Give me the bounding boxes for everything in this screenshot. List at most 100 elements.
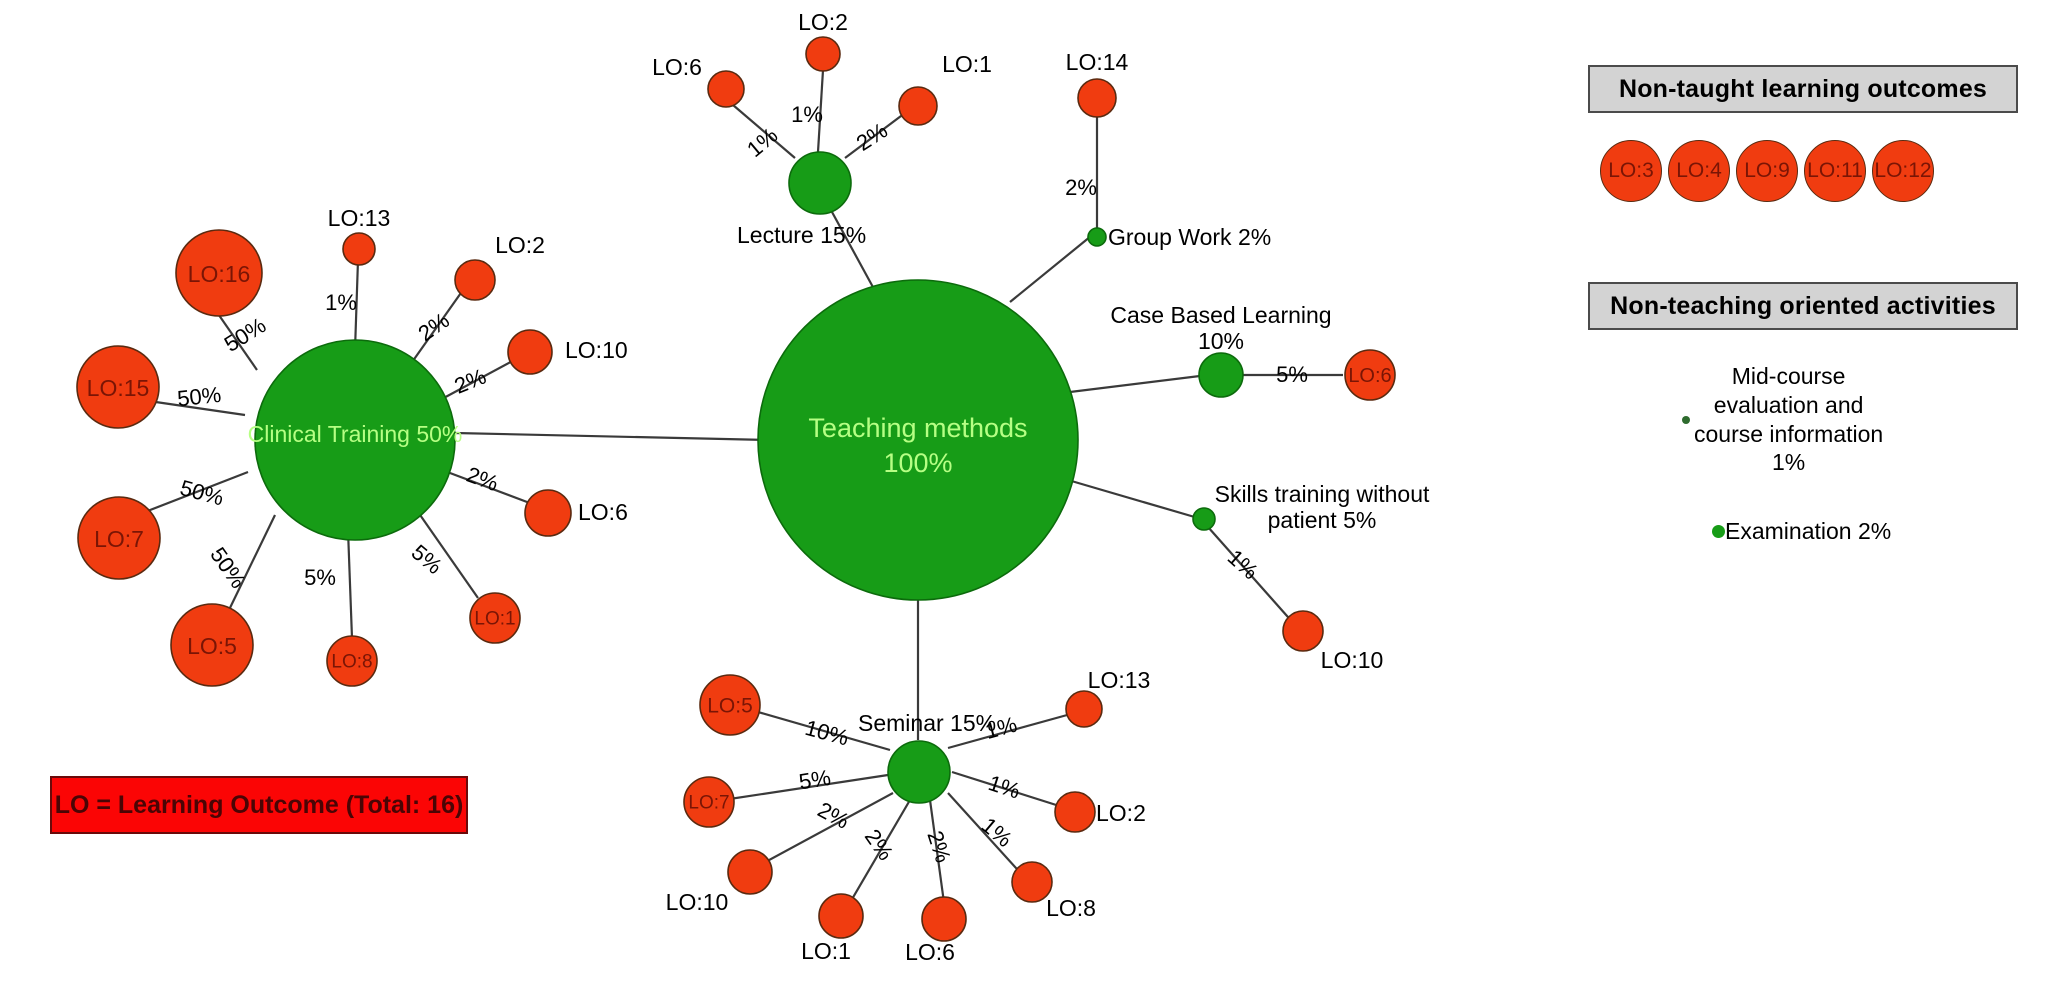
lo6-circle[interactable] [524, 489, 572, 537]
lo-node-seminar-lo2[interactable]: LO:2 [1054, 791, 1146, 833]
lo-node-groupwork-lo14[interactable]: LO:14 [1066, 49, 1129, 118]
lo-node-seminar-lo1[interactable]: LO:1 [801, 893, 864, 964]
edge-lecture-lo1 [844, 112, 906, 159]
edge-skills-lo10 [1207, 526, 1296, 626]
edge-clinical-lo2 [409, 289, 464, 366]
weight-lecture-lo1: 2% [852, 118, 892, 156]
edge-seminar-lo2 [951, 770, 1073, 812]
node-case-based-learning[interactable]: Case Based Learning 10% [1110, 302, 1332, 398]
edge-seminar-lo1 [847, 799, 911, 907]
node-lecture[interactable]: Lecture 15% [737, 151, 866, 248]
lo-node-casebased-lo6[interactable]: LO:6 [1344, 349, 1396, 401]
non-taught-lo-chip-4[interactable]: LO:11 [1804, 140, 1866, 202]
groupwork-lo-nodes: LO:14 2% [1065, 49, 1128, 200]
non-taught-lo-chip-3[interactable]: LO:9 [1736, 140, 1798, 202]
non-taught-lo-chip-1[interactable]: LO:3 [1600, 140, 1662, 202]
edge-seminar-lo10 [757, 792, 894, 867]
edge-lecture-lo2 [816, 69, 825, 153]
skills-lo10-circle[interactable] [1282, 610, 1324, 652]
seminar-lo1-label: LO:1 [801, 938, 851, 964]
edge-seminar-lo7 [722, 773, 889, 802]
edge-root-skills [1067, 478, 1199, 520]
lo-node-clinical-lo6[interactable]: LO:6 [524, 489, 628, 537]
node-seminar[interactable]: Seminar 15% [858, 710, 996, 804]
lo10-circle[interactable] [507, 329, 553, 375]
lecture-lo6-circle[interactable] [707, 70, 745, 108]
edge-clinical-lo10 [439, 357, 519, 401]
lo-node-clinical-lo8[interactable]: LO:8 [326, 635, 378, 687]
node-group-work[interactable]: Group Work 2% [1087, 224, 1271, 250]
lo-node-clinical-lo13[interactable]: LO:13 [328, 205, 391, 266]
edge-clinical-lo15 [141, 398, 246, 417]
lo2-circle[interactable] [454, 259, 496, 301]
seminar-lo10-circle[interactable] [727, 849, 773, 895]
group-work-circle[interactable] [1087, 227, 1107, 247]
seminar-lo5-text: LO:5 [707, 695, 753, 718]
non-taught-lo-chip-2[interactable]: LO:4 [1668, 140, 1730, 202]
lo5-circle[interactable] [170, 603, 254, 687]
lecture-lo2-circle[interactable] [805, 36, 841, 72]
lo-key-box: LO = Learning Outcome (Total: 16) [50, 776, 468, 834]
seminar-lo8-label: LO:8 [1046, 895, 1096, 921]
lecture-circle[interactable] [788, 151, 852, 215]
lo-node-seminar-lo8[interactable]: LO:8 [1011, 861, 1096, 921]
seminar-lo5-circle[interactable] [699, 674, 761, 736]
skills-training-circle[interactable] [1192, 507, 1216, 531]
lo15-text: LO:15 [87, 375, 150, 401]
casebased-lo6-circle[interactable] [1344, 349, 1396, 401]
weight-casebased-lo6: 5% [1276, 362, 1308, 387]
node-skills-training[interactable]: Skills training without patient 5% [1192, 481, 1430, 533]
clinical-training-circle[interactable] [254, 339, 456, 541]
teaching-methods-circle[interactable] [757, 279, 1079, 601]
seminar-lo13-circle[interactable] [1065, 690, 1103, 728]
seminar-lo6-circle[interactable] [921, 896, 967, 942]
lo-node-lecture-lo1[interactable]: LO:1 [898, 51, 992, 126]
lo-node-skills-lo10[interactable]: LO:10 [1282, 610, 1383, 673]
seminar-circle[interactable] [887, 740, 951, 804]
lecture-lo1-circle[interactable] [898, 86, 938, 126]
lo-node-clinical-lo1[interactable]: LO:1 [469, 592, 521, 644]
lo-node-seminar-lo5[interactable]: LO:5 [699, 674, 761, 736]
lo-node-clinical-lo15[interactable]: LO:15 [76, 345, 160, 429]
lo16-circle[interactable] [175, 229, 263, 317]
lo1-circle[interactable] [469, 592, 521, 644]
node-teaching-methods[interactable]: Teaching methods 100% [757, 279, 1079, 601]
seminar-lo1-circle[interactable] [818, 893, 864, 939]
seminar-lo7-circle[interactable] [683, 776, 735, 828]
seminar-lo2-circle[interactable] [1054, 791, 1096, 833]
seminar-lo8-circle[interactable] [1011, 861, 1053, 903]
green-dot-icon-small [1682, 415, 1690, 424]
lo-node-clinical-lo5[interactable]: LO:5 [170, 603, 254, 687]
activity-mid-course-evaluation[interactable]: Mid-course evaluation and course informa… [1682, 362, 1942, 477]
lo8-circle[interactable] [326, 635, 378, 687]
lo-node-seminar-lo10[interactable]: LO:10 [666, 849, 773, 915]
case-based-learning-circle[interactable] [1198, 352, 1244, 398]
lo-node-lecture-lo2[interactable]: LO:2 [798, 9, 848, 72]
lo13-circle[interactable] [342, 232, 376, 266]
lo-node-seminar-lo7[interactable]: LO:7 [683, 776, 735, 828]
activity-examination[interactable]: Examination 2% [1712, 517, 1891, 546]
lo15-circle[interactable] [76, 345, 160, 429]
edge-lecture-lo6 [732, 104, 796, 159]
weight-clinical-lo15: 50% [176, 382, 222, 411]
green-dot-icon [1712, 524, 1725, 538]
lo-node-clinical-lo7[interactable]: LO:7 [77, 496, 161, 580]
lo-node-clinical-lo16[interactable]: LO:16 [175, 229, 263, 317]
lo-node-clinical-lo10[interactable]: LO:10 [507, 329, 628, 375]
lo-node-lecture-lo6[interactable]: LO:6 [652, 54, 745, 108]
group-work-label: Group Work 2% [1108, 224, 1271, 250]
lo-node-seminar-lo13[interactable]: LO:13 [1065, 667, 1150, 728]
weight-groupwork-lo14: 2% [1065, 175, 1097, 200]
lo1-text: LO:1 [474, 609, 515, 630]
lo-node-seminar-lo6[interactable]: LO:6 [905, 896, 967, 965]
groupwork-lo14-circle[interactable] [1077, 78, 1117, 118]
non-taught-lo-chip-5[interactable]: LO:12 [1872, 140, 1934, 202]
node-clinical-training[interactable]: Clinical Training 50% [248, 339, 463, 541]
lecture-lo6-label: LO:6 [652, 54, 702, 80]
lo7-circle[interactable] [77, 496, 161, 580]
edge-clinical-lo6 [441, 468, 536, 507]
lo7-text: LO:7 [94, 526, 144, 552]
lo-node-clinical-lo2[interactable]: LO:2 [454, 232, 545, 301]
